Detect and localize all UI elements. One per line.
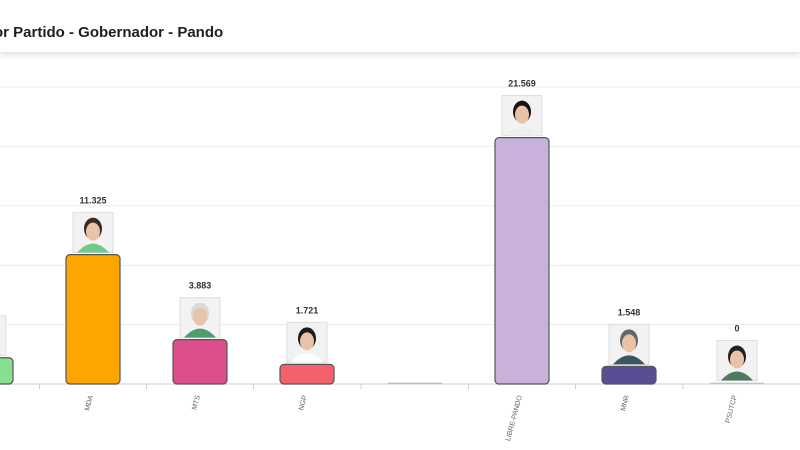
bar-mda — [65, 254, 121, 385]
photo-shoulders — [721, 371, 753, 381]
x-tick-label: MNR — [620, 395, 631, 412]
photo-face — [730, 350, 744, 369]
chart-header: or Partido - Gobernador - Pando — [0, 0, 800, 53]
data-label: 0 — [734, 324, 739, 334]
candidate-photo — [716, 340, 758, 381]
data-label: 21.569 — [508, 79, 536, 89]
data-label: 1.721 — [296, 305, 319, 315]
data-label: 11.325 — [79, 196, 106, 206]
photo-shoulders — [291, 353, 323, 363]
photo-face — [86, 222, 100, 241]
photo-face — [193, 307, 207, 326]
bar-ngp — [279, 363, 335, 385]
x-tick-label: PSUTCP — [725, 394, 739, 424]
photo-face — [622, 334, 636, 353]
bar-mnr — [601, 365, 657, 385]
candidate-photo — [179, 297, 221, 339]
data-label: 3.883 — [189, 281, 212, 291]
candidate-photo — [286, 321, 328, 363]
bar-partial — [0, 357, 14, 385]
photo-shoulders — [506, 126, 538, 136]
photo-face — [300, 332, 314, 351]
bar-partial — [388, 382, 442, 384]
x-tick-label: LIBRE-PANDO — [505, 394, 524, 442]
photo-frame — [0, 315, 7, 357]
chart-title: or Partido - Gobernador - Pando — [0, 24, 224, 41]
data-label: 1.548 — [618, 307, 641, 317]
x-tick-label: NGP — [298, 394, 309, 411]
candidate-photo — [501, 95, 543, 137]
photo-shoulders — [184, 328, 216, 338]
x-tick-label: MDA — [84, 394, 95, 411]
bar-mts — [172, 339, 228, 385]
candidate-photo — [0, 315, 7, 357]
candidate-photo — [608, 323, 650, 365]
x-tick-label: MTS — [191, 394, 202, 410]
photo-face — [515, 105, 529, 124]
photo-shoulders — [0, 353, 2, 356]
candidate-photo — [72, 212, 114, 254]
bar-psutcp — [710, 382, 764, 384]
bar-libre-pando — [494, 137, 550, 385]
photo-shoulders — [613, 355, 645, 365]
photo-shoulders — [77, 243, 109, 253]
